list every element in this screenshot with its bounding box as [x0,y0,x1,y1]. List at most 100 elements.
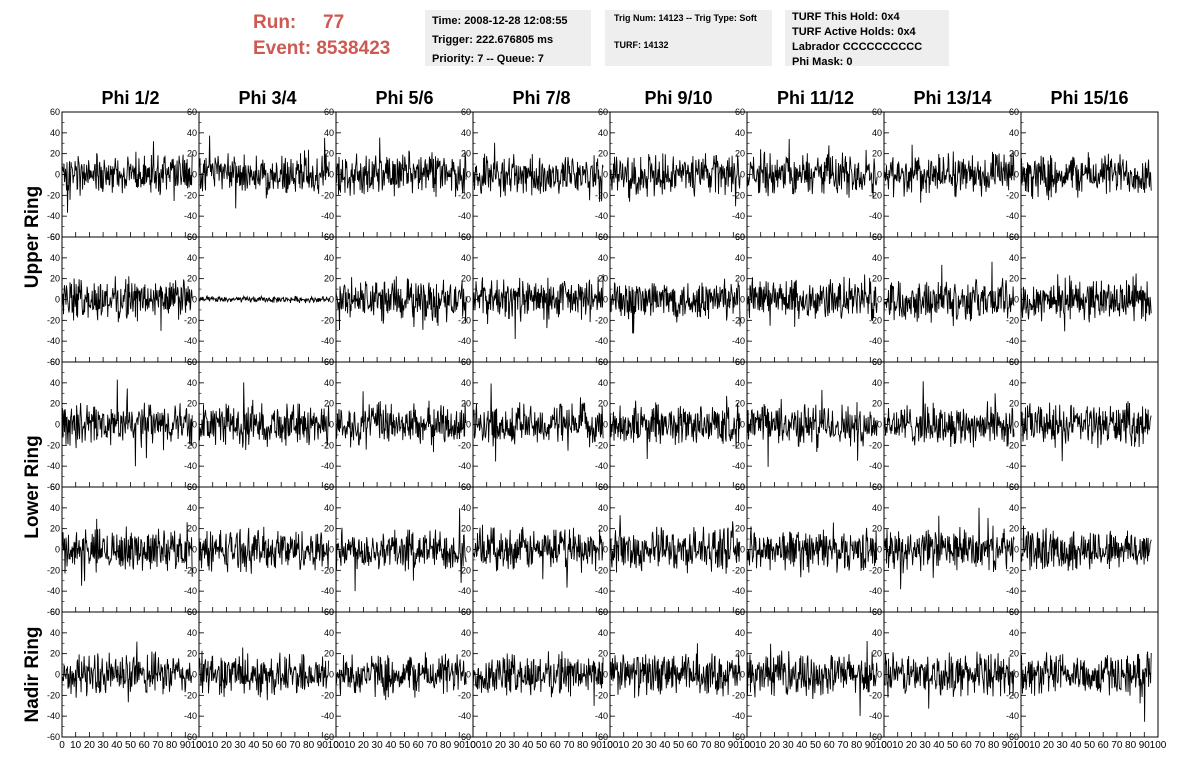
x-tick-label: 20 [906,740,918,751]
y-tick-label: -20 [184,190,197,200]
y-tick-label: 60 [598,607,608,617]
y-tick-label: -60 [732,732,745,742]
y-tick-label: -20 [595,190,608,200]
y-tick-label: -20 [732,315,745,325]
y-tick-label: -40 [732,336,745,346]
event-label: Event: [253,38,312,59]
y-tick-label: -20 [595,440,608,450]
y-tick-label: 0 [192,170,197,180]
waveform-trace [883,261,1015,327]
y-tick-label: 60 [735,607,745,617]
trigger-info-box: Trig Num: 14123 -- Trig Type: Soft TURF:… [605,10,772,66]
x-tick-label: 80 [714,740,726,751]
y-tick-label: 40 [461,628,471,638]
x-tick-label: 20 [495,740,507,751]
x-tick-label: 10 [618,740,630,751]
y-tick-label: 60 [50,482,60,492]
y-tick-label: 60 [461,482,471,492]
y-tick-label: 40 [324,253,334,263]
y-tick-label: 40 [735,378,745,388]
ring-label: Lower Ring [22,435,43,538]
y-tick-label: 20 [872,149,882,159]
y-tick-label: 60 [461,107,471,117]
y-tick-label: 40 [461,128,471,138]
y-tick-label: 0 [603,170,608,180]
y-tick-label: 20 [187,274,197,284]
x-tick-label: 60 [1098,740,1110,751]
x-tick-label: 20 [358,740,370,751]
y-tick-label: -20 [47,440,60,450]
y-tick-label: 60 [598,232,608,242]
y-tick-label: -40 [869,336,882,346]
column-header: Phi 13/14 [913,88,991,108]
y-tick-label: 20 [735,399,745,409]
y-tick-label: 20 [461,524,471,534]
y-tick-label: 0 [55,295,60,305]
y-tick-label: 20 [598,149,608,159]
y-tick-label: -40 [869,461,882,471]
column-header: Phi 15/16 [1050,88,1128,108]
y-tick-label: 40 [598,503,608,513]
waveform-trace [883,651,1015,709]
y-tick-label: 60 [324,607,334,617]
y-tick-label: -20 [595,690,608,700]
y-tick-label: 60 [598,107,608,117]
y-tick-label: -40 [321,336,334,346]
y-tick-label: 0 [466,545,471,555]
y-tick-label: 40 [598,128,608,138]
y-tick-label: -20 [321,440,334,450]
waveform-trace [609,395,741,460]
y-tick-label: 60 [50,232,60,242]
x-tick-label: 100 [328,740,345,751]
waveform-trace [472,651,604,706]
column-header: Phi 5/6 [375,88,433,108]
y-tick-label: -40 [47,336,60,346]
waveform-trace [198,647,330,701]
panel-frame [335,361,474,488]
x-tick-label: 30 [509,740,521,751]
waveform-trace [61,641,193,703]
y-tick-label: 20 [324,649,334,659]
waveform-trace [61,379,193,467]
x-tick-label: 20 [1043,740,1055,751]
y-tick-label: 20 [1009,524,1019,534]
y-tick-label: 0 [740,420,745,430]
time-text: Time: 2008-12-28 12:08:55 [432,15,568,27]
y-tick-label: 20 [735,524,745,534]
y-tick-label: -40 [1006,711,1019,721]
y-tick-label: -40 [595,336,608,346]
y-tick-label: -40 [321,211,334,221]
y-tick-label: 40 [1009,378,1019,388]
y-tick-label: -40 [732,211,745,221]
y-tick-label: 0 [603,295,608,305]
trig-num-text: Trig Num: 14123 -- Trig Type: Soft [614,13,757,23]
x-tick-label: 40 [1070,740,1082,751]
y-tick-label: -20 [184,565,197,575]
y-tick-label: 60 [1009,232,1019,242]
y-tick-label: -40 [869,711,882,721]
waveform-trace [1020,273,1152,332]
y-tick-label: -40 [184,586,197,596]
column-header: Phi 3/4 [238,88,296,108]
y-tick-label: 60 [872,357,882,367]
x-tick-label: 30 [98,740,110,751]
y-tick-label: 60 [187,357,197,367]
y-tick-label: -20 [184,440,197,450]
waveform-trace [198,294,330,304]
x-tick-label: 70 [700,740,712,751]
y-tick-label: 20 [1009,399,1019,409]
y-tick-label: 60 [872,607,882,617]
y-tick-label: 0 [740,170,745,180]
y-tick-label: 60 [324,232,334,242]
x-tick-label: 50 [947,740,959,751]
x-tick-label: 30 [1057,740,1069,751]
panel-frame [883,486,1022,613]
x-tick-label: 80 [577,740,589,751]
waveform-trace [746,640,878,716]
y-tick-label: 20 [872,649,882,659]
y-tick-label: -20 [184,315,197,325]
x-tick-label: 50 [399,740,411,751]
x-tick-label: 80 [166,740,178,751]
x-tick-label: 50 [673,740,685,751]
